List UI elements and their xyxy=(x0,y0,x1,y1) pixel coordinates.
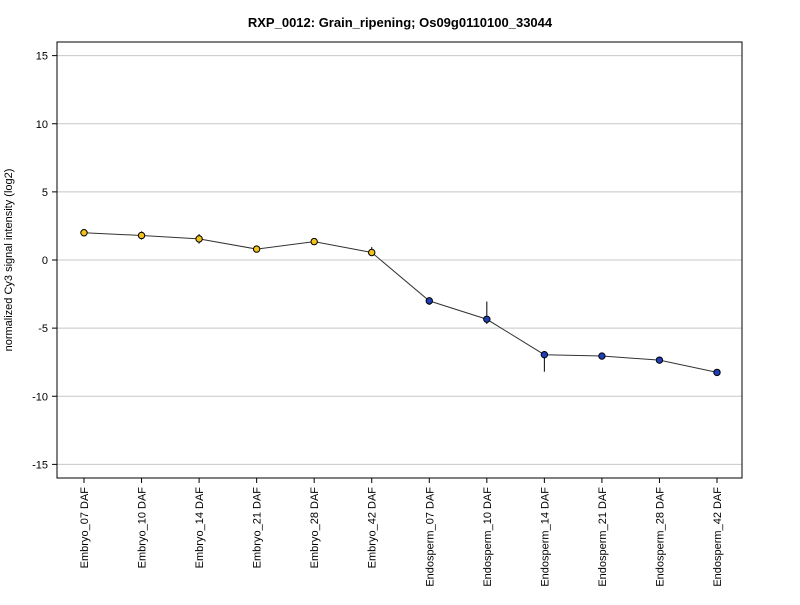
x-tick-label: Endosperm_07 DAF xyxy=(424,487,436,587)
y-tick-label: 15 xyxy=(36,51,48,63)
x-tick-label: Embryo_21 DAF xyxy=(252,487,264,569)
axes: -15 -10 -5 0 5 10 15 Embryo_07 DAF Embryo_10 DAF… xyxy=(32,51,724,587)
y-tick-label: 10 xyxy=(36,119,48,131)
x-tick-label: Endosperm_10 DAF xyxy=(482,487,494,587)
gridlines xyxy=(57,55,742,465)
x-tick-label: Endosperm_28 DAF xyxy=(654,487,666,587)
data-points xyxy=(80,229,721,377)
data-point xyxy=(713,368,721,377)
x-tick-label: Endosperm_21 DAF xyxy=(597,487,609,587)
x-tick-label: Endosperm_14 DAF xyxy=(539,487,551,587)
plot-frame xyxy=(56,41,743,479)
x-tick-label: Embryo_07 DAF xyxy=(79,487,91,569)
data-point xyxy=(310,237,318,246)
data-point xyxy=(540,350,549,359)
y-tick-label: -15 xyxy=(32,459,48,471)
data-point xyxy=(483,315,491,323)
data-point xyxy=(368,248,376,257)
y-tick-label: 0 xyxy=(42,255,48,267)
x-tick-label: Embryo_14 DAF xyxy=(194,487,206,569)
data-point xyxy=(655,356,664,364)
chart-title: RXP_0012: Grain_ripening; Os09g0110100_3… xyxy=(248,15,553,30)
data-point xyxy=(252,245,261,253)
x-tick-label: Embryo_10 DAF xyxy=(137,487,149,569)
data-point xyxy=(195,235,203,243)
data-point xyxy=(80,229,88,237)
x-tick-label: Embryo_42 DAF xyxy=(367,487,379,569)
y-tick-label: -10 xyxy=(32,391,48,403)
x-tick-label: Embryo_28 DAF xyxy=(309,487,321,569)
data-point xyxy=(137,231,146,240)
data-point xyxy=(425,297,433,305)
error-bars xyxy=(83,231,718,374)
x-tick-label: Endosperm_42 DAF xyxy=(712,487,724,587)
y-axis-label: normalized Cy3 signal intensity (log2) xyxy=(3,169,15,352)
data-point xyxy=(598,352,606,360)
y-tick-label: 5 xyxy=(42,187,48,199)
y-tick-label: -5 xyxy=(38,323,48,335)
series-line xyxy=(83,232,718,373)
series-line-path xyxy=(83,232,718,373)
